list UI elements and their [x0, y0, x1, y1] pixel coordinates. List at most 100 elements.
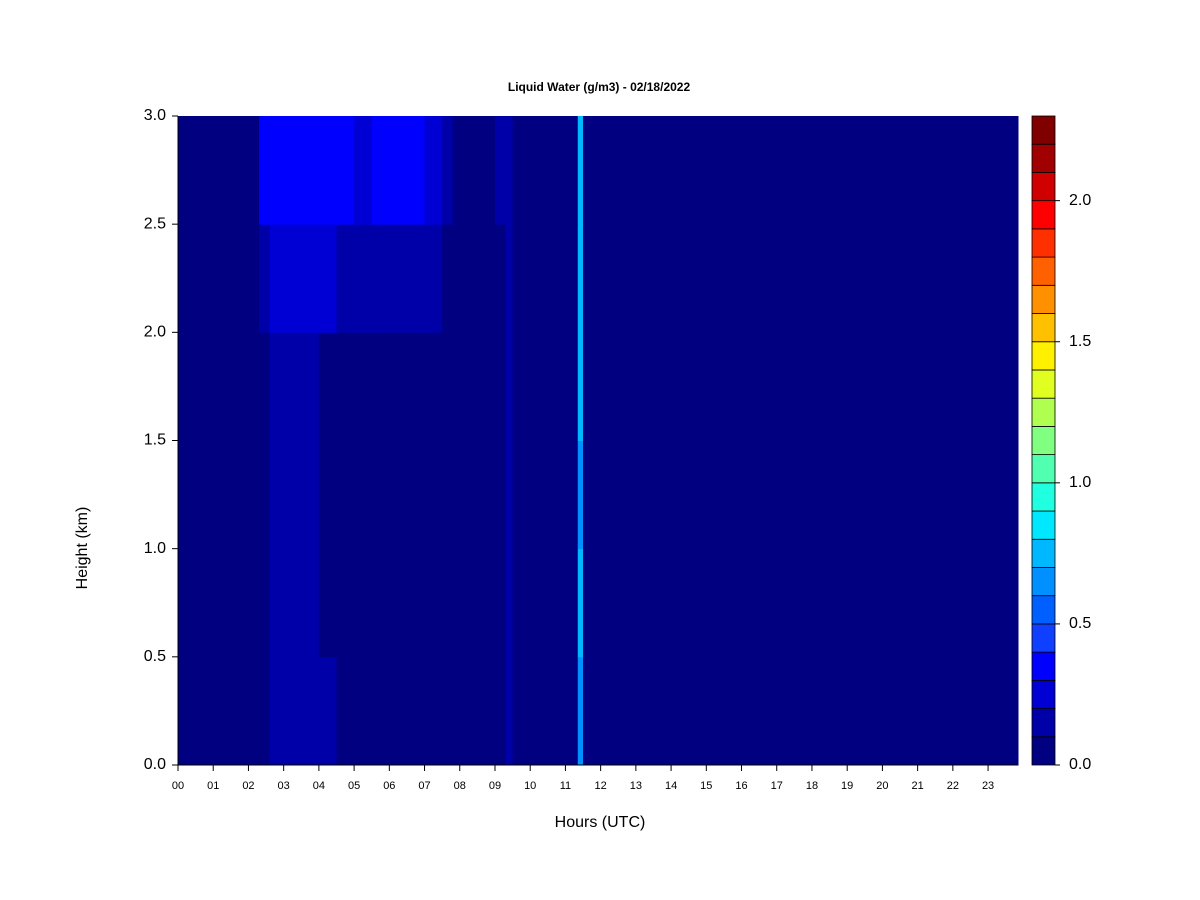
x-axis-label: Hours (UTC) [555, 814, 646, 831]
heatmap-cell [283, 224, 302, 333]
colorbar-band [1031, 172, 1056, 202]
y-tick-label: 1.5 [144, 432, 166, 449]
x-tick-label: 05 [348, 780, 360, 792]
x-tick-label: 21 [911, 780, 923, 792]
heatmap-cell [406, 116, 426, 225]
colorbar-band [1031, 736, 1056, 766]
heatmap-cell [301, 116, 320, 225]
colorbar-band [1031, 115, 1056, 145]
heatmap-cell [512, 548, 579, 658]
heatmap-cell [494, 332, 507, 441]
heatmap-cell [505, 332, 514, 441]
colorbar-band [1031, 595, 1056, 625]
colorbar-band [1031, 143, 1056, 173]
heatmap-cell [512, 656, 579, 766]
heatmap-cell [336, 116, 355, 225]
heatmap-cell [178, 116, 260, 225]
heatmap-cell [276, 548, 285, 658]
heatmap-cell [283, 656, 302, 766]
heatmap-cell [178, 440, 260, 550]
heatmap-cell [283, 332, 302, 441]
x-tick-label: 15 [700, 780, 712, 792]
heatmap-cell [442, 548, 454, 658]
heatmap-cell [452, 224, 496, 333]
colorbar-band [1031, 510, 1056, 540]
heatmap-cell [354, 116, 373, 225]
heatmap-cell [336, 656, 355, 766]
heatmap-cell [452, 548, 496, 658]
heatmap-cell [494, 224, 507, 333]
colorbar-band [1031, 623, 1056, 653]
y-tick-label: 2.0 [144, 324, 166, 341]
heatmap-cell [389, 224, 408, 333]
x-tick-label: 18 [806, 780, 818, 792]
x-tick-label: 19 [841, 780, 853, 792]
x-tick-label: 01 [207, 780, 219, 792]
heatmap-cell [259, 116, 271, 225]
chart-title: Liquid Water (g/m3) - 02/18/2022 [508, 80, 691, 94]
heatmap-cell [505, 656, 514, 766]
heatmap-cell [178, 656, 260, 766]
x-tick-label: 20 [876, 780, 888, 792]
heatmap-cell [389, 656, 408, 766]
heatmap-cell [577, 656, 584, 766]
heatmap-cell [424, 548, 443, 658]
colorbar-band [1031, 567, 1056, 597]
heatmap-cell [178, 332, 260, 441]
heatmap-cell [389, 548, 408, 658]
x-tick-label: 12 [595, 780, 607, 792]
heatmap-cell [259, 224, 271, 333]
heatmap-cell [354, 332, 373, 441]
heatmap-cell [336, 548, 355, 658]
heatmap-cell [494, 548, 507, 658]
x-tick-label: 08 [454, 780, 466, 792]
x-tick-label: 22 [947, 780, 959, 792]
heatmap-cell [577, 548, 584, 658]
colorbar-band [1031, 425, 1056, 456]
x-tick-label: 11 [560, 780, 571, 792]
y-tick-label: 2.5 [144, 215, 166, 232]
x-tick-label: 04 [313, 780, 325, 792]
heatmap-cell [276, 224, 285, 333]
heatmap-cell [442, 224, 454, 333]
heatmap-cell [269, 332, 278, 441]
x-tick-label: 06 [383, 780, 395, 792]
heatmap-cell [371, 656, 390, 766]
heatmap-cell [269, 656, 278, 766]
colorbar-band [1031, 369, 1056, 399]
heatmap-cell [389, 332, 408, 441]
heatmap-cell [406, 548, 426, 658]
heatmap-cell [583, 332, 1019, 441]
heatmap-cell [583, 224, 1019, 333]
colorbar-band [1031, 538, 1056, 568]
x-tick-label: 09 [489, 780, 501, 792]
heatmap-cell [301, 440, 320, 550]
y-tick-label: 0.0 [144, 756, 166, 773]
heatmap-cell [505, 548, 514, 658]
y-axis-label: Height (km) [74, 507, 91, 590]
x-tick-label: 17 [771, 780, 783, 792]
heatmap-cell [371, 440, 390, 550]
heatmap-cell [301, 656, 320, 766]
heatmap-cell [512, 116, 579, 225]
x-tick-label: 23 [982, 780, 994, 792]
heatmap-cell [442, 656, 454, 766]
heatmap-cell [406, 656, 426, 766]
heatmap-cell [371, 548, 390, 658]
heatmap-cell [259, 548, 271, 658]
heatmap-cell [318, 116, 337, 225]
heatmap-cell [577, 332, 584, 441]
heatmap-cell [318, 440, 337, 550]
heatmap-cell [406, 224, 426, 333]
heatmap-cell [424, 224, 443, 333]
heatmap-cell [424, 656, 443, 766]
colorbar-band [1031, 482, 1056, 512]
heatmap-cell [318, 332, 337, 441]
heatmap-cell [452, 440, 496, 550]
heatmap-cell [442, 332, 454, 441]
heatmap-cell [301, 332, 320, 441]
x-tick-label: 00 [172, 780, 184, 792]
y-tick-label: 3.0 [144, 107, 166, 124]
heatmap-cell [424, 440, 443, 550]
colorbar-band [1031, 679, 1056, 709]
